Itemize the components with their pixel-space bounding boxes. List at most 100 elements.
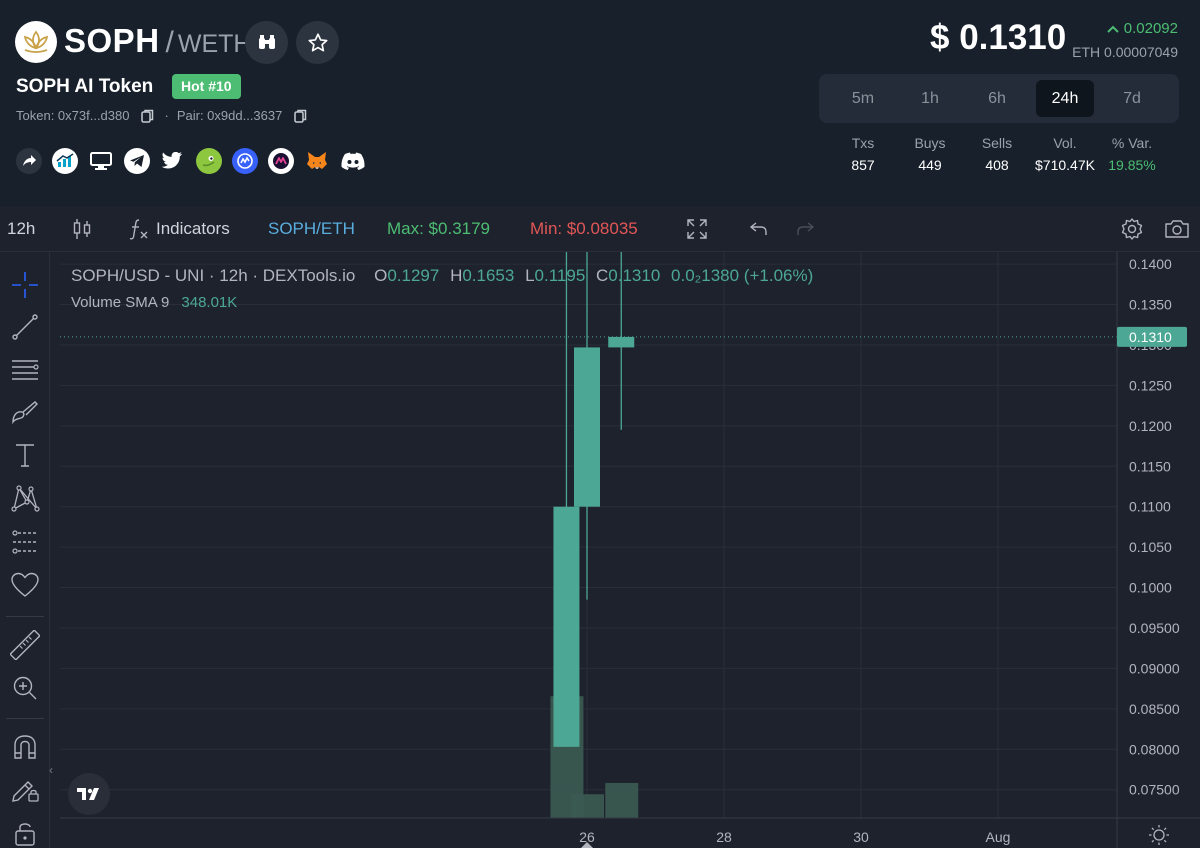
social-links bbox=[16, 148, 376, 174]
max-price: Max: $0.3179 bbox=[387, 219, 491, 238]
last-price-label: 0.1310 bbox=[1129, 329, 1172, 345]
redo-button[interactable] bbox=[795, 206, 815, 252]
discord-icon[interactable] bbox=[340, 148, 366, 174]
chart-legend: SOPH/USD - UNI · 12h · DEXTools.io O0.12… bbox=[71, 266, 813, 286]
sun-icon bbox=[1149, 825, 1169, 845]
pair-title: SOPH / WETH bbox=[64, 22, 251, 62]
dextscore-icon[interactable] bbox=[268, 148, 294, 174]
pair-quote: WETH bbox=[177, 30, 252, 58]
forecast-icon bbox=[12, 530, 37, 554]
chevron-up-icon bbox=[1107, 25, 1119, 33]
copy-pair-icon[interactable] bbox=[294, 109, 307, 123]
price-chart[interactable]: 0.14000.13500.13000.12500.12000.11500.11… bbox=[60, 252, 1200, 848]
stat-label: % Var. bbox=[1111, 135, 1153, 151]
eth-price: ETH 0.00007049 bbox=[1072, 44, 1178, 60]
legend-high: 0.1653 bbox=[462, 266, 515, 285]
settings-button[interactable] bbox=[1120, 206, 1144, 252]
star-icon bbox=[307, 32, 328, 52]
lock-tool[interactable] bbox=[8, 816, 42, 848]
tradingview-logo[interactable] bbox=[68, 773, 110, 815]
legend-open: 0.1297 bbox=[387, 266, 440, 285]
stat-label: Buys bbox=[914, 135, 946, 151]
lock-drawing-tool[interactable] bbox=[8, 772, 42, 806]
magnet-tool[interactable] bbox=[8, 730, 42, 764]
drawing-toolbar bbox=[0, 252, 50, 848]
chart-type-button[interactable] bbox=[72, 206, 92, 252]
binoculars-button[interactable] bbox=[245, 21, 288, 64]
last-price-tag bbox=[1117, 326, 1187, 347]
indicators-label: Indicators bbox=[156, 219, 230, 238]
symbol-toggle[interactable]: SOPH/ETH bbox=[268, 219, 355, 238]
trendline-tool[interactable] bbox=[8, 310, 42, 344]
stat-label: Txs bbox=[851, 135, 875, 151]
copy-token-icon[interactable] bbox=[141, 109, 154, 123]
favorites-tool[interactable] bbox=[8, 568, 42, 602]
price-tick-label: 0.1200 bbox=[1129, 418, 1172, 434]
horizontal-lines-tool[interactable] bbox=[8, 352, 42, 386]
chart-grid bbox=[60, 252, 1117, 818]
time-axis[interactable]: 26 28 30 Aug bbox=[60, 817, 1200, 848]
tool-divider bbox=[6, 718, 44, 719]
timeframe-1h[interactable]: 1h bbox=[921, 89, 939, 107]
timeframe-5m[interactable]: 5m bbox=[851, 89, 875, 107]
price-tick-label: 0.1350 bbox=[1129, 297, 1172, 313]
price-tick-label: 0.09500 bbox=[1129, 620, 1180, 636]
pair-separator: / bbox=[165, 26, 174, 59]
coinmarketcap-icon[interactable] bbox=[232, 148, 258, 174]
interval-button[interactable]: 12h bbox=[7, 219, 36, 238]
timeframe-24h[interactable]: 24h bbox=[1036, 80, 1094, 117]
legend-high-key: H bbox=[450, 266, 463, 285]
legend-title: SOPH/USD - UNI · 12h · DEXTools.io bbox=[71, 266, 356, 285]
stat-sells: Sells 408 bbox=[962, 135, 1032, 173]
lock-icon bbox=[15, 823, 35, 846]
stat-label: Vol. bbox=[1053, 135, 1077, 151]
hot-badge[interactable]: Hot #10 bbox=[172, 74, 241, 99]
volume-label: Volume SMA 9 bbox=[71, 294, 170, 311]
website-icon[interactable] bbox=[88, 148, 114, 174]
candle-body bbox=[553, 506, 580, 747]
prediction-tool[interactable] bbox=[8, 525, 42, 559]
stat-value: 19.85% bbox=[1108, 157, 1156, 173]
indicators-button[interactable]: Indicators bbox=[128, 206, 230, 252]
favorite-button[interactable] bbox=[296, 21, 339, 64]
address-separator: · bbox=[164, 108, 169, 123]
stat-value: 408 bbox=[985, 157, 1009, 173]
text-icon bbox=[16, 444, 34, 467]
share-icon[interactable] bbox=[16, 148, 42, 174]
telegram-icon[interactable] bbox=[124, 148, 150, 174]
time-tick-label: 28 bbox=[716, 829, 732, 845]
timeframe-7d[interactable]: 7d bbox=[1123, 89, 1141, 107]
price-axis[interactable]: 0.14000.13500.13000.12500.12000.11500.11… bbox=[1116, 252, 1187, 848]
price-tick-label: 0.08000 bbox=[1129, 741, 1180, 757]
ruler-icon bbox=[10, 630, 40, 660]
undo-button[interactable] bbox=[749, 206, 769, 252]
crosshair-icon bbox=[12, 272, 38, 298]
tradingview-icon bbox=[77, 788, 99, 800]
crosshair-tool[interactable] bbox=[8, 268, 42, 302]
stat-label: Sells bbox=[981, 135, 1013, 151]
pair-header: SOPH / WETH SOPH AI Token Hot #10 Token:… bbox=[0, 0, 1200, 206]
zoom-tool[interactable] bbox=[8, 671, 42, 705]
twitter-icon[interactable] bbox=[160, 148, 186, 174]
timeframe-6h[interactable]: 6h bbox=[988, 89, 1006, 107]
brush-tool[interactable] bbox=[8, 395, 42, 429]
chart-toolbar: 12h Indicators SOPH/ETH Max: $0.3179 Min… bbox=[0, 206, 1200, 252]
redo-icon bbox=[797, 222, 815, 235]
dextools-icon[interactable] bbox=[52, 148, 78, 174]
screenshot-button[interactable] bbox=[1164, 206, 1190, 252]
pair-base: SOPH bbox=[64, 22, 160, 59]
heart-icon bbox=[11, 572, 39, 597]
pattern-tool[interactable] bbox=[8, 481, 42, 515]
magnet-icon bbox=[14, 735, 36, 759]
collapse-toolbar-icon[interactable]: ‹ bbox=[49, 763, 53, 777]
legend-low-key: L bbox=[525, 266, 535, 285]
price-tick-label: 0.1100 bbox=[1129, 499, 1171, 515]
measure-tool[interactable] bbox=[8, 628, 42, 662]
coingecko-icon[interactable] bbox=[196, 148, 222, 174]
price-change-value: 0.02092 bbox=[1123, 20, 1178, 37]
fullscreen-button[interactable] bbox=[686, 206, 708, 252]
pair-address: Pair: 0x9dd...3637 bbox=[176, 108, 283, 123]
text-tool[interactable] bbox=[8, 438, 42, 472]
metamask-icon[interactable] bbox=[304, 148, 330, 174]
stat-value: 857 bbox=[851, 157, 875, 173]
